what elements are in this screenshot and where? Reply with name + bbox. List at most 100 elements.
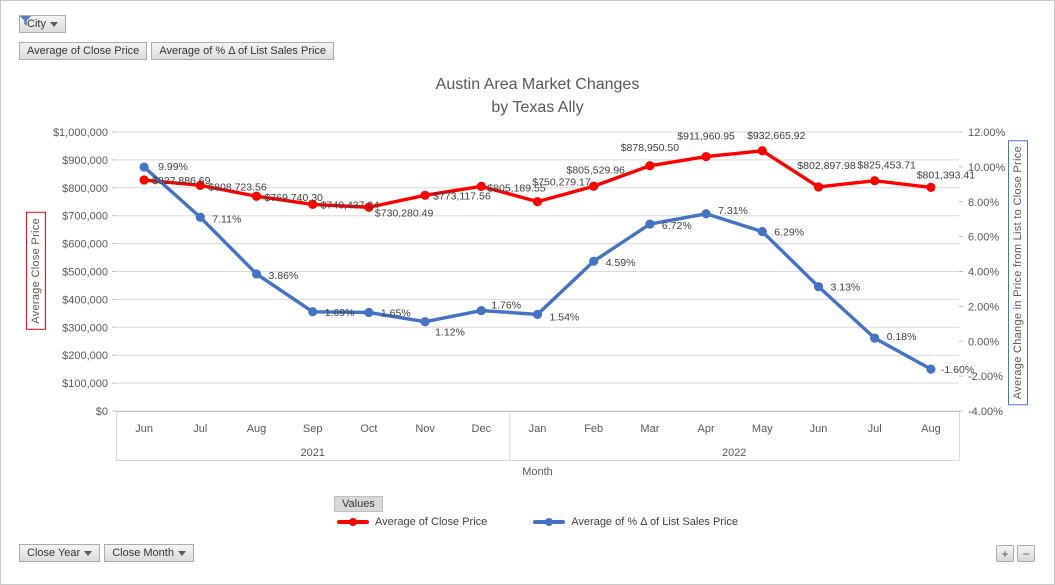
svg-text:Month: Month xyxy=(522,466,553,478)
svg-text:9.99%: 9.99% xyxy=(158,161,188,173)
chart-legend: Average of Close Price Average of % Δ of… xyxy=(116,516,959,528)
svg-text:$773,117.56: $773,117.56 xyxy=(433,190,491,202)
svg-text:Sep: Sep xyxy=(303,423,323,435)
svg-text:$825,453.71: $825,453.71 xyxy=(857,160,916,172)
chart-title: Austin Area Market Changes by Texas Ally xyxy=(116,73,959,119)
legend-item-close-price[interactable]: Average of Close Price xyxy=(336,516,488,528)
svg-text:$0: $0 xyxy=(96,406,108,418)
svg-text:3.13%: 3.13% xyxy=(831,282,861,294)
svg-text:Dec: Dec xyxy=(472,423,492,435)
svg-text:$878,950.50: $878,950.50 xyxy=(621,142,680,154)
city-filter-label: City xyxy=(27,18,46,30)
field-button-close-price[interactable]: Average of Close Price xyxy=(19,42,148,60)
svg-text:$932,665.92: $932,665.92 xyxy=(747,130,806,142)
legend-label-pct-delta: Average of % Δ of List Sales Price xyxy=(571,516,739,528)
svg-text:$808,723.56: $808,723.56 xyxy=(208,181,267,193)
legend-marker-blue xyxy=(533,520,566,524)
svg-text:$300,000: $300,000 xyxy=(62,322,108,334)
svg-text:$200,000: $200,000 xyxy=(62,350,108,362)
svg-text:6.29%: 6.29% xyxy=(774,227,804,239)
svg-text:2022: 2022 xyxy=(722,447,746,459)
svg-text:1.76%: 1.76% xyxy=(491,300,521,312)
svg-text:0.00%: 0.00% xyxy=(968,336,999,348)
svg-text:Jul: Jul xyxy=(193,423,207,435)
city-filter-button[interactable]: City xyxy=(19,15,66,33)
svg-text:$500,000: $500,000 xyxy=(62,267,108,279)
svg-text:$740,437.24: $740,437.24 xyxy=(321,199,380,211)
svg-text:4.59%: 4.59% xyxy=(606,257,636,269)
svg-text:$600,000: $600,000 xyxy=(62,239,108,251)
svg-text:-2.00%: -2.00% xyxy=(968,371,1003,383)
left-axis-ticks: $1,000,000 $900,000 $800,000 $700,000 $600,0… xyxy=(53,127,116,418)
chart-title-line1: Austin Area Market Changes xyxy=(435,76,640,93)
svg-text:Jul: Jul xyxy=(868,423,882,435)
svg-text:$805,529.96: $805,529.96 xyxy=(566,164,625,176)
svg-text:1.65%: 1.65% xyxy=(381,307,411,319)
svg-text:3.86%: 3.86% xyxy=(269,270,299,282)
svg-text:$400,000: $400,000 xyxy=(62,294,108,306)
right-axis-ticks: 12.00% 10.00% 8.00% 6.00% 4.00% 2.00% 0.00% -2.… xyxy=(959,127,1006,418)
gridlines xyxy=(116,131,959,412)
left-axis-title[interactable]: Average Close Price xyxy=(26,212,46,330)
svg-text:4.00%: 4.00% xyxy=(968,267,999,279)
svg-text:7.11%: 7.11% xyxy=(212,213,241,225)
svg-text:$805,189.55: $805,189.55 xyxy=(487,182,546,194)
svg-text:$800,000: $800,000 xyxy=(62,183,108,195)
axis-field-buttons: Close Year Close Month xyxy=(19,544,194,562)
svg-text:$1,000,000: $1,000,000 xyxy=(53,127,108,139)
chevron-down-icon xyxy=(49,21,58,27)
svg-text:$911,960.95: $911,960.95 xyxy=(677,131,735,143)
chart-title-line2: by Texas Ally xyxy=(491,99,584,116)
svg-text:1.12%: 1.12% xyxy=(435,327,465,339)
x-axis: Jun Jul Aug Sep Oct Nov Dec Jan Feb Mar Apr May Jun J… xyxy=(116,411,960,478)
legend-label-close-price: Average of Close Price xyxy=(374,516,488,528)
svg-text:Oct: Oct xyxy=(360,423,377,435)
svg-text:Mar: Mar xyxy=(640,423,659,435)
svg-text:Nov: Nov xyxy=(415,423,435,435)
svg-text:1.69%: 1.69% xyxy=(325,307,355,319)
field-button-pct-delta[interactable]: Average of % Δ of List Sales Price xyxy=(151,42,335,60)
value-field-buttons: Average of Close Price Average of % Δ of… xyxy=(19,42,335,60)
legend-item-pct-delta[interactable]: Average of % Δ of List Sales Price xyxy=(533,516,738,528)
zoom-controls: + − xyxy=(996,545,1035,562)
filter-funnel-icon xyxy=(20,16,31,26)
series-close-price xyxy=(139,146,936,212)
svg-text:$900,000: $900,000 xyxy=(62,155,108,167)
close-year-button[interactable]: Close Year xyxy=(19,544,101,562)
svg-text:Feb: Feb xyxy=(584,423,603,435)
svg-text:2.00%: 2.00% xyxy=(968,301,999,313)
svg-text:10.00%: 10.00% xyxy=(968,162,1006,174)
zoom-in-button[interactable]: + xyxy=(996,545,1014,562)
chevron-down-icon xyxy=(177,550,186,556)
chevron-down-icon xyxy=(84,550,93,556)
svg-text:0.18%: 0.18% xyxy=(887,331,917,343)
svg-text:$827,886.69: $827,886.69 xyxy=(152,175,211,187)
right-axis-title[interactable]: Average Change in Price from List to Clo… xyxy=(1008,140,1028,406)
svg-text:$769,740.30: $769,740.30 xyxy=(265,192,324,204)
svg-text:$802,897.98: $802,897.98 xyxy=(797,160,856,172)
series-pct-change xyxy=(139,162,936,374)
svg-text:7.31%: 7.31% xyxy=(718,205,748,217)
svg-text:$750,279.17: $750,279.17 xyxy=(532,177,591,189)
svg-text:12.00%: 12.00% xyxy=(968,127,1006,139)
data-labels: $827,886.69$808,723.56$769,740.30$740,43… xyxy=(152,130,975,376)
values-button[interactable]: Values xyxy=(334,496,383,512)
svg-text:1.54%: 1.54% xyxy=(550,311,580,323)
close-month-button[interactable]: Close Month xyxy=(104,544,194,562)
svg-text:Jun: Jun xyxy=(135,423,153,435)
svg-text:Apr: Apr xyxy=(698,423,715,435)
svg-text:$700,000: $700,000 xyxy=(62,211,108,223)
svg-text:2021: 2021 xyxy=(300,447,324,459)
svg-text:-1.60%: -1.60% xyxy=(941,364,974,376)
svg-text:$801,393.41: $801,393.41 xyxy=(917,169,976,181)
zoom-out-button[interactable]: − xyxy=(1017,545,1035,562)
legend-marker-red xyxy=(336,520,369,524)
svg-text:$730,280.49: $730,280.49 xyxy=(375,207,434,219)
svg-text:May: May xyxy=(752,423,773,435)
svg-text:8.00%: 8.00% xyxy=(968,197,999,209)
svg-text:Jun: Jun xyxy=(810,423,828,435)
svg-text:Aug: Aug xyxy=(247,423,267,435)
svg-text:6.72%: 6.72% xyxy=(662,220,692,232)
